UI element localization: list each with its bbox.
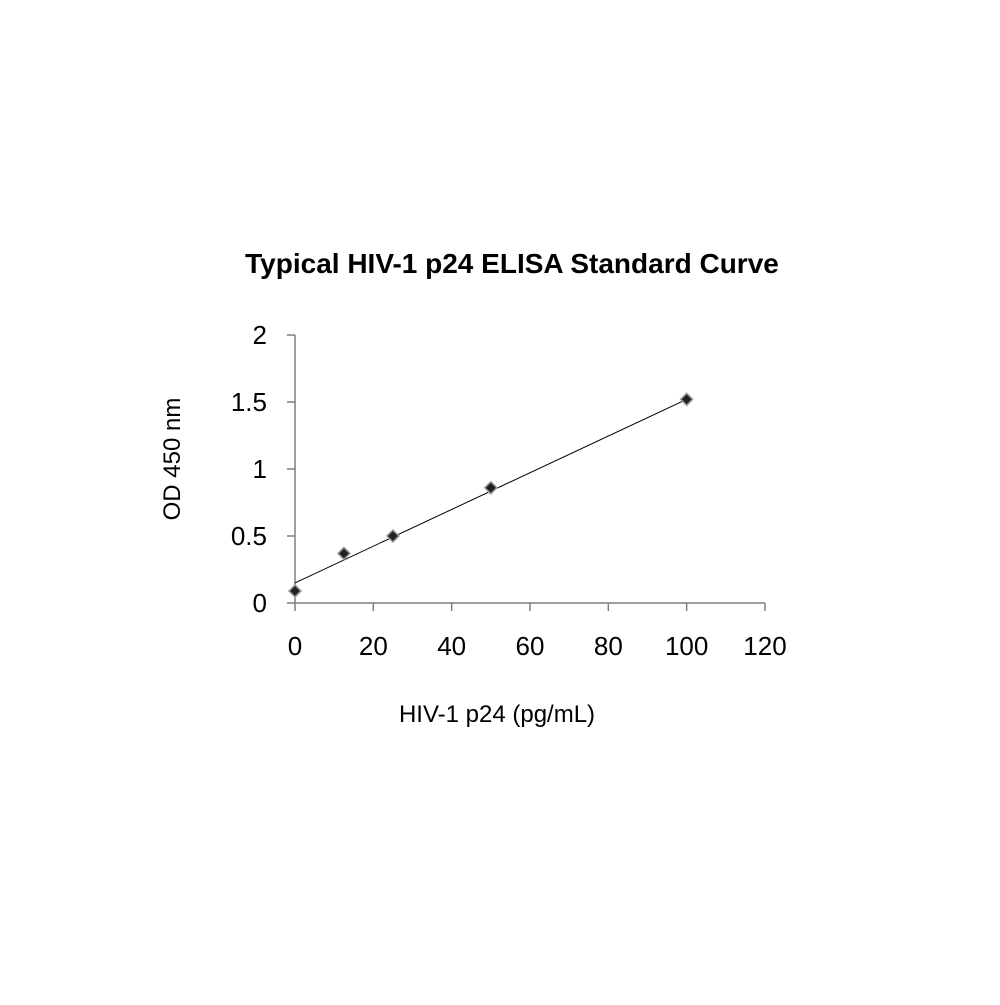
y-tick-label: 1.5 (231, 387, 267, 417)
x-tick-label: 120 (743, 631, 786, 661)
x-tick-label: 0 (288, 631, 302, 661)
x-tick-label: 20 (359, 631, 388, 661)
x-tick-label: 80 (594, 631, 623, 661)
data-point (385, 528, 400, 544)
x-tick-label: 100 (665, 631, 708, 661)
y-tick-label: 0.5 (231, 521, 267, 551)
data-point (287, 583, 303, 599)
data-points (287, 392, 694, 599)
data-point (336, 546, 352, 561)
y-axis-label: OD 450 nm (159, 398, 186, 521)
x-tick-label: 60 (516, 631, 545, 661)
y-tick-label: 0 (253, 588, 267, 618)
y-tick-label: 2 (253, 320, 267, 350)
data-point (679, 392, 694, 407)
y-tick-label: 1 (253, 454, 267, 484)
data-point (483, 480, 498, 495)
x-axis-label: HIV-1 p24 (pg/mL) (399, 701, 595, 728)
x-axis-ticks: 0 20 40 60 80 100 120 (288, 603, 787, 661)
y-axis-ticks: 0 0.5 1 1.5 2 (231, 320, 295, 618)
chart-title: Typical HIV-1 p24 ELISA Standard Curve (245, 248, 779, 279)
x-tick-label: 40 (437, 631, 466, 661)
